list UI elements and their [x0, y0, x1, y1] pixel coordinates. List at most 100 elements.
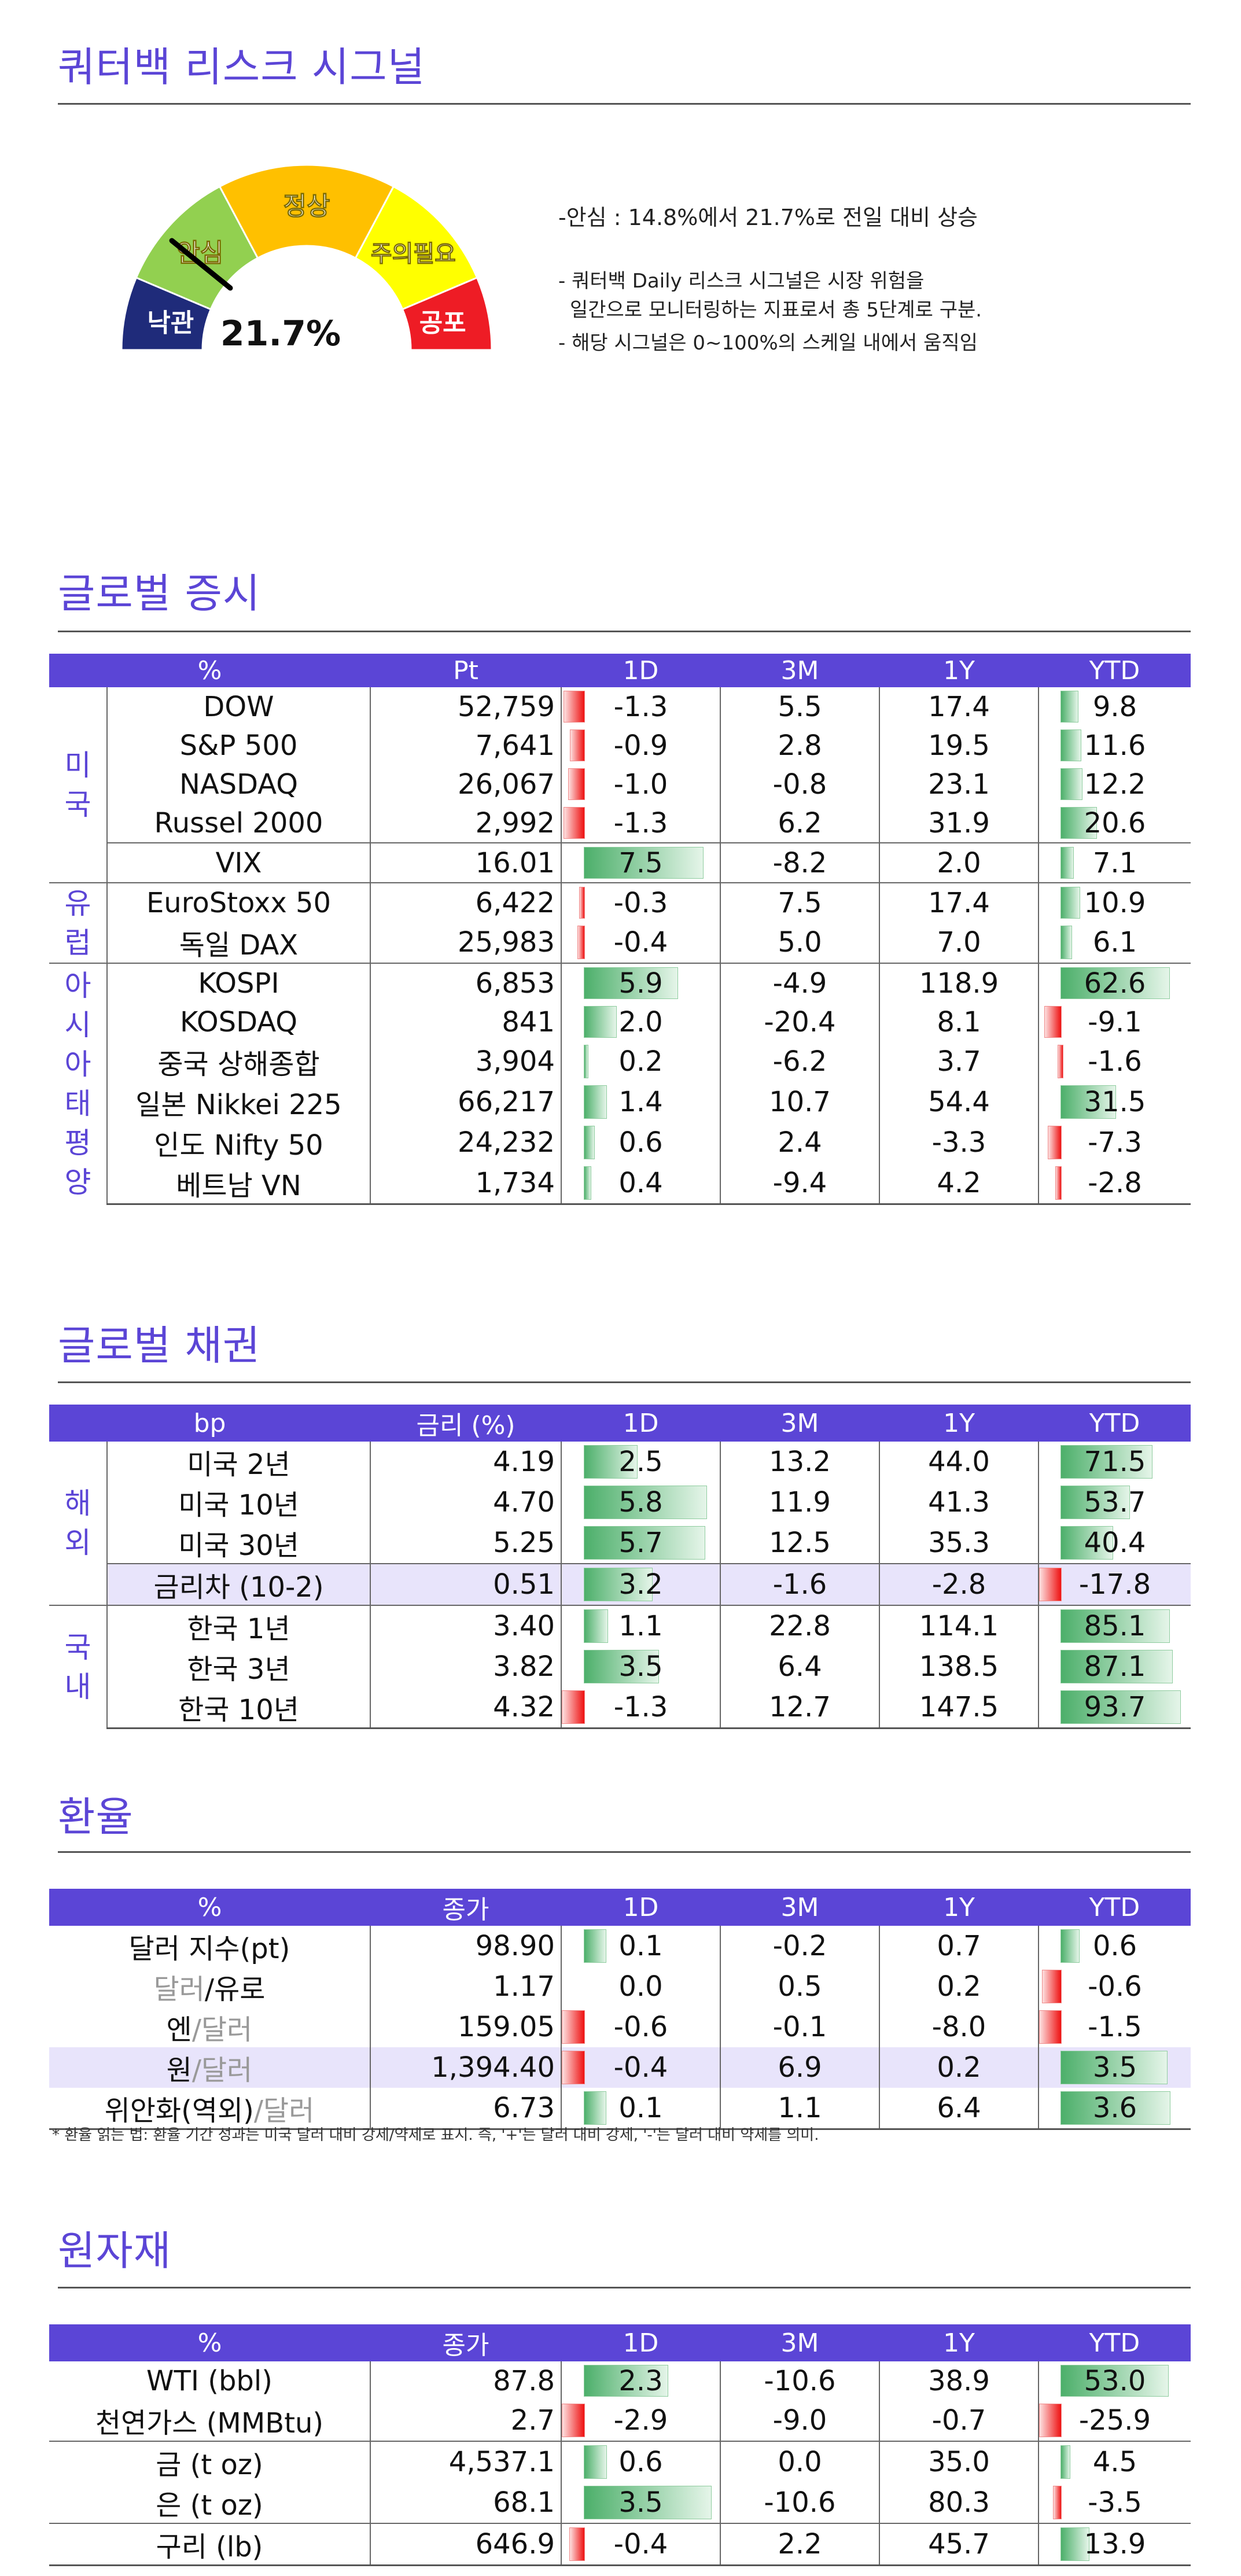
data-bar [584, 1126, 595, 1159]
column-header: 3M [720, 1889, 879, 1926]
value-text: 3.2 [618, 1568, 663, 1601]
price-cell: 7,641 [370, 726, 562, 765]
value-cell: -0.6 [1039, 1966, 1191, 2007]
table-row: KOSDAQ 841 2.0 -20.4 8.1 -9.1 [49, 1003, 1191, 1041]
value-text: 19.5 [928, 729, 990, 762]
value-text: 12.2 [1084, 768, 1146, 801]
value-cell: 0.0 [561, 1966, 721, 2007]
value-cell: 12.5 [720, 1523, 881, 1564]
value-text: -0.6 [613, 2011, 668, 2043]
table-row: 미 국 DOW 52,759 -1.3 5.5 17.4 9.8 [49, 687, 1191, 883]
value-cell: -9.4 [720, 1163, 880, 1205]
data-bar [1060, 2051, 1168, 2084]
price-cell: 1,394.40 [370, 2047, 562, 2088]
divider [58, 631, 1191, 632]
row-name: 미국 2년 [107, 1442, 371, 1482]
value-text: 31.5 [1084, 1086, 1146, 1118]
data-bar [562, 2010, 585, 2044]
value-cell: 7.1 [1039, 842, 1191, 883]
data-bar [584, 1006, 617, 1038]
value-text: 0.2 [618, 1045, 663, 1078]
row-name: Russel 2000 [107, 804, 371, 843]
value-text: 6.4 [937, 2092, 981, 2124]
value-cell: 11.9 [720, 1482, 881, 1523]
price-cell: 68.1 [370, 2482, 562, 2523]
value-cell: 2.3 [561, 2361, 721, 2400]
value-text: -8.0 [931, 2011, 986, 2043]
value-cell: 6.4 [720, 1646, 881, 1687]
gauge-zone-label: 공포 [419, 308, 466, 338]
price-cell: 1,734 [370, 1163, 562, 1205]
table-row: 미국 30년 5.25 5.7 12.5 35.3 40.4 [49, 1523, 1191, 1564]
value-cell: 5.7 [561, 1523, 721, 1564]
row-name: 달러/유로 [49, 1966, 371, 2007]
value-cell: 1.1 [720, 2088, 880, 2130]
value-text: 17.4 [928, 690, 990, 723]
value-cell: 0.1 [561, 1926, 721, 1966]
value-text: 31.9 [928, 806, 990, 839]
value-text: 23.1 [928, 768, 990, 801]
table-row: 미국 10년 4.70 5.8 11.9 41.3 53.7 [49, 1482, 1191, 1523]
value-text: 1.1 [778, 2092, 822, 2124]
row-name-part: /유로 [204, 1973, 266, 2006]
commodities-table: % 종가 1D 3M 1Y YTD WTI (bbl) 87.8 2.3 -10.6 38.9 53.… [49, 2324, 1191, 2566]
data-bar [584, 1609, 609, 1643]
group-label: 아 시 아 태 평 양 [49, 963, 108, 1204]
risk-headline: -안심 : 14.8%에서 21.7%로 전일 대비 상승 [558, 205, 978, 230]
value-cell: 13.9 [1039, 2523, 1191, 2566]
value-text: 3.7 [937, 1045, 981, 1078]
value-text: 7.5 [778, 886, 822, 919]
gauge-zone [401, 276, 493, 351]
data-bar [1060, 1445, 1153, 1479]
value-cell: -1.6 [720, 1563, 881, 1605]
row-name: EuroStoxx 50 [107, 882, 371, 922]
value-cell: 1.1 [561, 1605, 721, 1646]
data-bar [569, 729, 585, 761]
value-text: 44.0 [928, 1446, 990, 1478]
value-cell: 0.7 [879, 1926, 1039, 1966]
data-bar [584, 2445, 607, 2479]
table-row: 아 시 아 태 평 양 KOSPI 6,853 5.9 -4.9 118.9 62.6 [49, 963, 1191, 1204]
price-cell: 4.70 [370, 1482, 562, 1523]
risk-value: 21.7% [220, 314, 341, 354]
value-cell: 0.1 [561, 2088, 721, 2130]
value-text: 22.8 [769, 1610, 831, 1642]
data-bar [1060, 1486, 1130, 1519]
table-row: 독일 DAX 25,983 -0.4 5.0 7.0 6.1 [49, 922, 1191, 963]
value-cell: 6.9 [720, 2047, 880, 2088]
value-cell: 0.6 [1039, 1926, 1191, 1966]
table-row: 베트남 VN 1,734 0.4 -9.4 4.2 -2.8 [49, 1163, 1191, 1205]
column-header: YTD [1039, 1889, 1191, 1926]
risk-note: 일간으로 모니터링하는 지표로서 총 5단계로 구분. [570, 298, 982, 322]
value-text: 7.0 [937, 926, 981, 959]
column-header: 종가 [370, 1889, 561, 1926]
value-text: 2.3 [618, 2364, 663, 2397]
value-text: 41.3 [928, 1486, 990, 1519]
value-cell: 45.7 [879, 2523, 1039, 2566]
price-cell: 6,853 [370, 963, 562, 1003]
value-text: 0.6 [1092, 1930, 1137, 1962]
value-cell: -8.2 [720, 842, 880, 883]
price-cell: 98.90 [370, 1926, 562, 1966]
value-cell: 41.3 [879, 1482, 1040, 1523]
gauge-zone [218, 164, 395, 260]
value-cell: 31.9 [879, 804, 1039, 843]
gauge-zone-label: 정상 [283, 191, 330, 221]
value-cell: 2.0 [879, 842, 1039, 883]
data-bar [584, 1486, 708, 1519]
column-header: 1D [561, 2324, 720, 2361]
row-name: 베트남 VN [107, 1163, 371, 1205]
row-name-part: /달러 [192, 2054, 253, 2087]
value-text: -0.7 [931, 2404, 986, 2437]
value-cell: 8.1 [879, 1003, 1039, 1041]
table-row: 일본 Nikkei 225 66,217 1.4 10.7 54.4 31.5 [49, 1082, 1191, 1122]
value-cell: 17.4 [879, 882, 1039, 922]
group-label: 미 국 [49, 687, 108, 883]
value-cell: 2.5 [561, 1442, 721, 1482]
row-name: KOSDAQ [107, 1003, 371, 1041]
value-cell: 0.6 [561, 2441, 721, 2482]
value-cell: -0.2 [720, 1926, 880, 1966]
data-bar [1055, 1166, 1062, 1200]
value-text: 12.7 [769, 1691, 831, 1723]
value-text: -0.3 [613, 886, 668, 919]
